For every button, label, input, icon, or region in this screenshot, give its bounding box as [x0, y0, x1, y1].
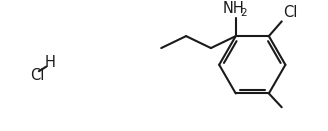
Text: Cl: Cl	[283, 5, 297, 20]
Text: Cl: Cl	[30, 68, 44, 83]
Text: NH: NH	[223, 1, 245, 16]
Text: H: H	[45, 55, 55, 70]
Text: 2: 2	[241, 8, 247, 18]
